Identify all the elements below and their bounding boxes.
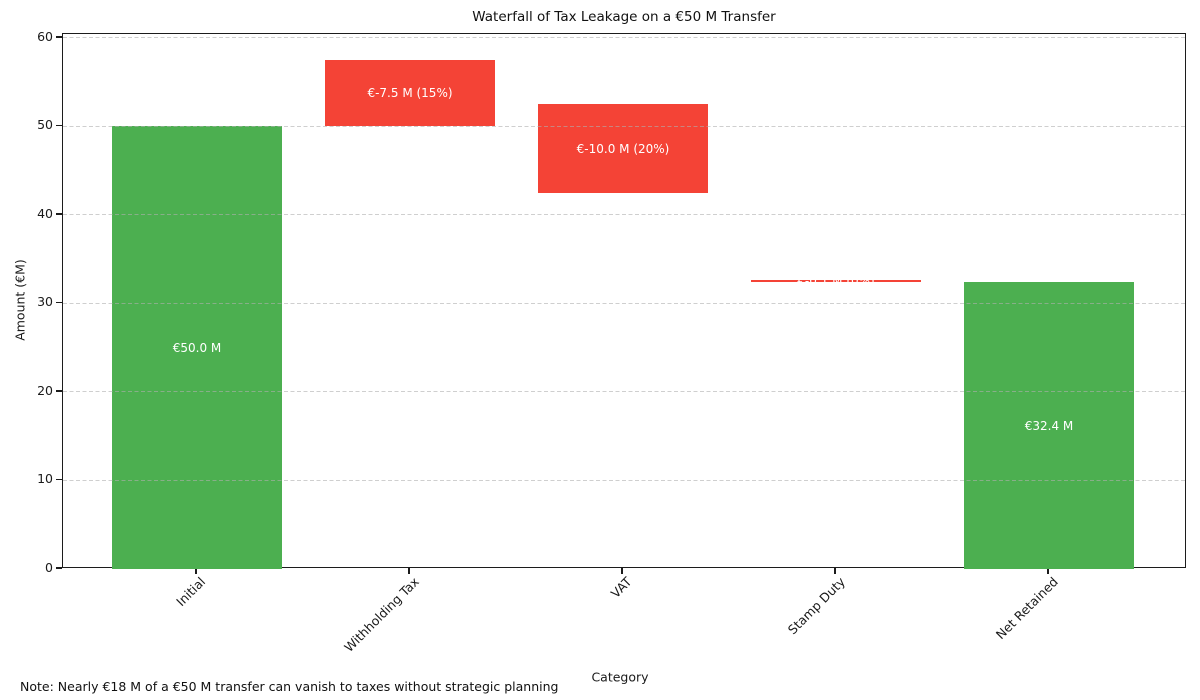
bar-net-retained: €32.4 M	[964, 282, 1134, 569]
x-tick-label-net-retained: Net Retained	[992, 574, 1061, 643]
gridline-40	[63, 214, 1185, 216]
y-tick-mark-60	[56, 36, 62, 38]
x-tick-label-vat: VAT	[607, 574, 635, 601]
bar-initial: €50.0 M	[112, 126, 282, 569]
y-tick-label-50: 50	[37, 117, 53, 133]
bar-stamp-duty: €-0.1 M (0%)	[751, 280, 921, 282]
bar-label-vat: €-10.0 M (20%)	[576, 141, 670, 156]
x-tick-mark-withholding-tax	[408, 568, 410, 574]
gridline-60	[63, 37, 1185, 39]
y-tick-mark-10	[56, 478, 62, 481]
x-tick-mark-net-retained	[1047, 568, 1049, 574]
y-tick-mark-30	[56, 301, 62, 304]
y-tick-label-10: 10	[37, 471, 53, 487]
chart-footnote: Note: Nearly €18 M of a €50 M transfer c…	[20, 679, 559, 694]
y-tick-label-20: 20	[37, 382, 53, 398]
y-tick-label-0: 0	[45, 560, 53, 575]
chart-title: Waterfall of Tax Leakage on a €50 M Tran…	[472, 9, 776, 25]
x-tick-label-withholding-tax: Withholding Tax	[340, 574, 422, 655]
y-tick-mark-40	[56, 213, 62, 215]
x-tick-label-initial: Initial	[173, 574, 209, 610]
gridline-20	[63, 391, 1185, 393]
y-tick-label-30: 30	[37, 294, 53, 310]
y-tick-label-60: 60	[37, 28, 53, 44]
gridline-10	[63, 479, 1185, 481]
bar-label-withholding-tax: €-7.5 M (15%)	[367, 86, 453, 101]
x-tick-mark-stamp-duty	[834, 568, 836, 574]
gridline-50	[63, 125, 1185, 127]
bar-vat: €-10.0 M (20%)	[538, 104, 708, 193]
bar-label-stamp-duty: €-0.1 M (0%)	[797, 280, 874, 281]
y-tick-mark-20	[56, 390, 62, 392]
y-tick-mark-50	[56, 124, 62, 127]
x-tick-mark-initial	[195, 568, 197, 574]
bar-label-initial: €50.0 M	[172, 340, 222, 355]
x-tick-label-stamp-duty: Stamp Duty	[784, 574, 848, 638]
x-tick-mark-vat	[621, 568, 623, 574]
bar-label-net-retained: €32.4 M	[1024, 418, 1074, 433]
y-tick-mark-0	[56, 567, 62, 569]
gridline-30	[63, 302, 1185, 304]
bar-withholding-tax: €-7.5 M (15%)	[325, 60, 495, 127]
x-axis-label: Category	[591, 669, 649, 685]
y-tick-label-40: 40	[37, 205, 53, 221]
plot-area: €50.0 M €-7.5 M (15%) €-10.0 M (20%) €-0.1 …	[62, 33, 1186, 569]
